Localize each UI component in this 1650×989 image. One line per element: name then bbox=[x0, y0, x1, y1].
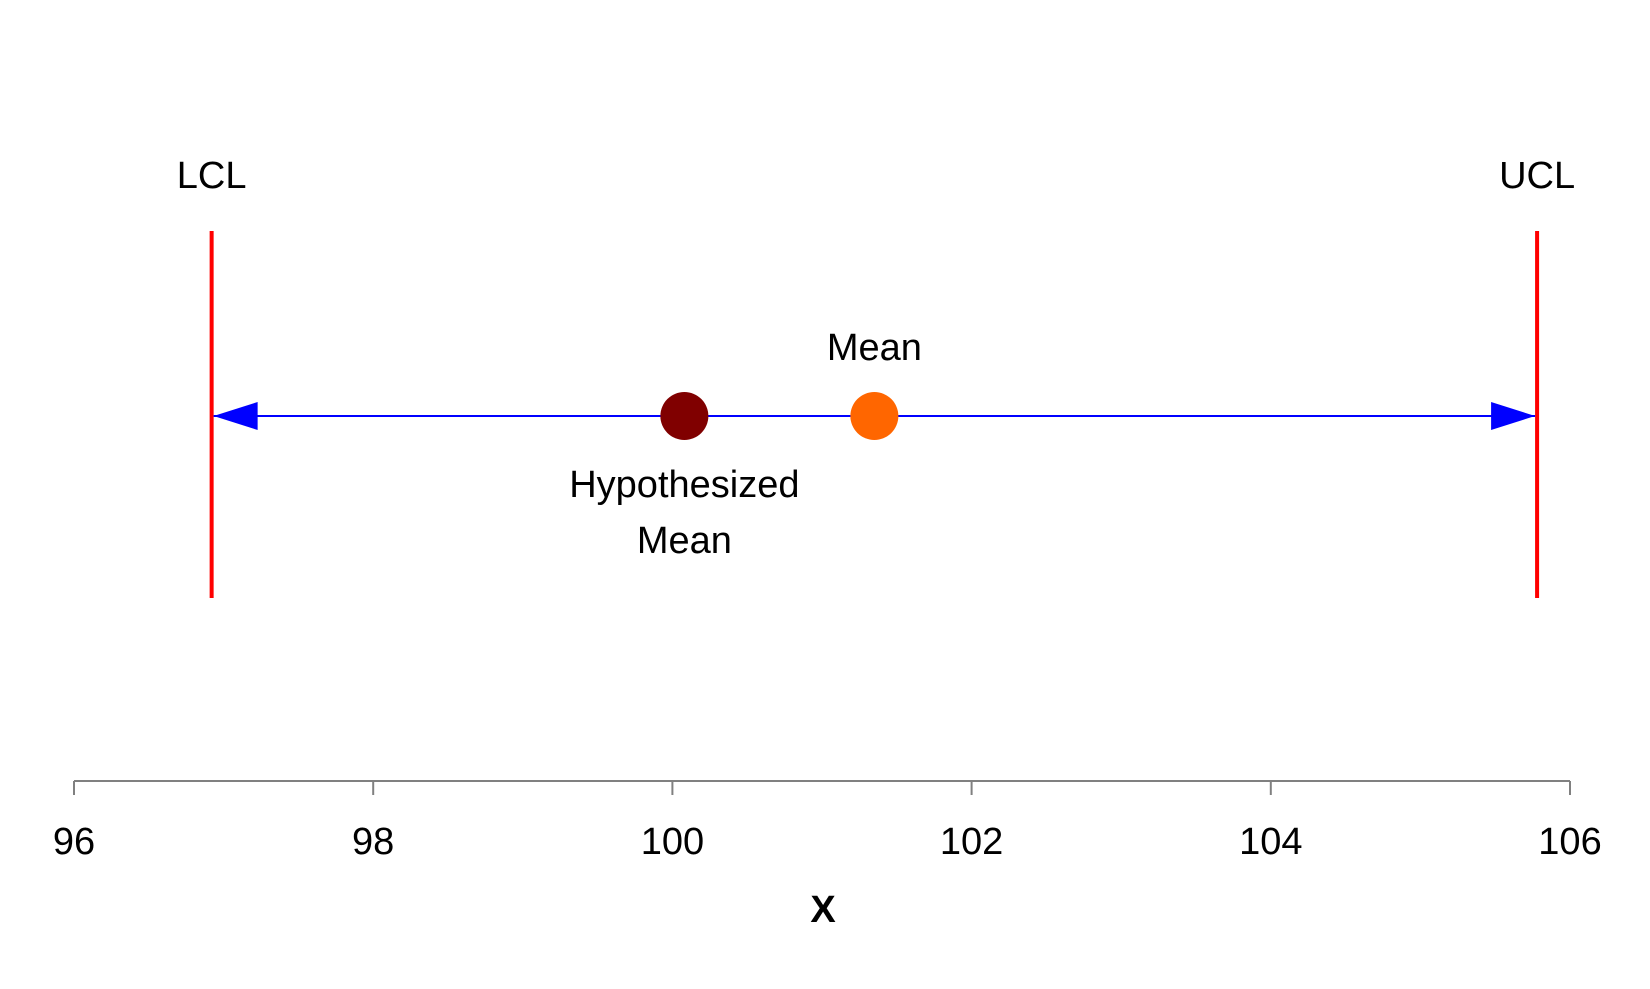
x-axis-title: X bbox=[810, 889, 836, 931]
x-tick-label-96: 96 bbox=[53, 821, 95, 863]
x-tick-label-100: 100 bbox=[641, 821, 704, 863]
ucl-label: UCL bbox=[1499, 155, 1575, 197]
mean-label-line-1: Mean bbox=[827, 327, 922, 369]
points-group: Hypothesized Mean Mean bbox=[569, 327, 922, 562]
hypothesized-mean-label-line-1: Hypothesized bbox=[569, 464, 799, 506]
lcl-label: LCL bbox=[177, 155, 247, 197]
interval-arrowhead-right bbox=[1491, 402, 1536, 430]
x-tick-label-98: 98 bbox=[352, 821, 394, 863]
interval-arrowhead-left bbox=[213, 402, 258, 430]
limit-lines-group: LCL UCL bbox=[177, 155, 1575, 598]
x-tick-label-104: 104 bbox=[1239, 821, 1302, 863]
hypothesized-mean-point bbox=[660, 392, 709, 440]
x-tick-label-106: 106 bbox=[1538, 821, 1601, 863]
x-tick-label-102: 102 bbox=[940, 821, 1003, 863]
hypothesized-mean-label-line-2: Mean bbox=[637, 520, 732, 562]
x-axis: 96 98 100 102 104 106 bbox=[53, 780, 1602, 863]
mean-point bbox=[850, 392, 899, 440]
